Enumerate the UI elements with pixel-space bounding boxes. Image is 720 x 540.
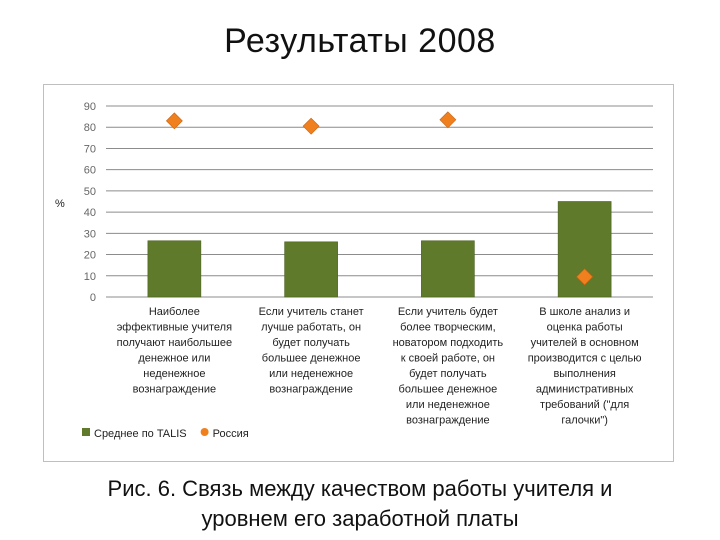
chart-svg: 0 10 20 30 40 50 60 70 80 90 % Наиболее эффективны… [55,101,653,440]
chart-frame: 0 10 20 30 40 50 60 70 80 90 % Наиболее эффективны… [43,84,674,462]
legend-entry: Среднее по TALIS [94,428,187,440]
y-tick-label: 30 [84,228,96,240]
y-tick-label: 60 [84,165,96,177]
category-labels: Наиболее эффективные учителя получают наиб… [117,306,642,427]
y-tick-label: 10 [84,271,96,283]
marker-point [439,111,457,129]
bar [147,240,202,298]
category-label: Если учитель будет более творческим, новат… [393,306,504,427]
legend-entry: Россия [213,428,249,440]
figure-caption: Рис. 6. Связь между качеством работы учи… [0,474,720,534]
y-axis-label: % [55,198,65,210]
y-tick-label: 50 [84,186,96,198]
chart-legend: Среднее по TALIS Россия [82,428,249,440]
y-tick-label: 90 [84,101,96,113]
caption-line-1: Рис. 6. Связь между качеством работы учи… [107,476,613,501]
marker-point [165,112,183,130]
y-tick-label: 80 [84,122,96,134]
y-tick-label: 70 [84,143,96,155]
category-label: Если учитель станет лучше работать, он буд… [259,306,364,396]
legend-swatch [82,428,90,436]
category-label: В школе анализ и оценка работы учителей в … [528,306,642,427]
caption-line-2: уровнем его заработной платы [201,506,519,531]
markers-series [165,111,594,286]
category-label: Наиболее эффективные учителя получают наиб… [117,306,232,396]
marker-point [302,117,320,135]
y-axis-ticks: 0 10 20 30 40 50 60 70 80 90 [84,101,96,304]
y-tick-label: 40 [84,207,96,219]
legend-swatch [200,428,209,436]
y-tick-label: 20 [84,250,96,262]
bars-series [147,201,612,298]
y-tick-label: 0 [90,292,96,304]
bar [284,241,338,298]
marker-point [576,268,594,286]
slide-title: Результаты 2008 [224,22,496,60]
bar [421,240,475,298]
